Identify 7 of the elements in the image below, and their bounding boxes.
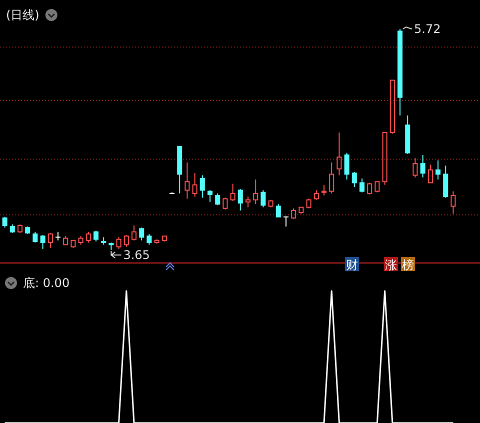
badge: 财	[345, 257, 359, 272]
chart-title: (日线)	[6, 8, 40, 22]
badge: 涨	[384, 257, 398, 272]
chart-title: 底: 0.00	[23, 276, 70, 290]
annotation: 5.72	[414, 22, 441, 36]
annotation: 3.65	[123, 248, 150, 262]
badge: 榜	[401, 257, 415, 272]
